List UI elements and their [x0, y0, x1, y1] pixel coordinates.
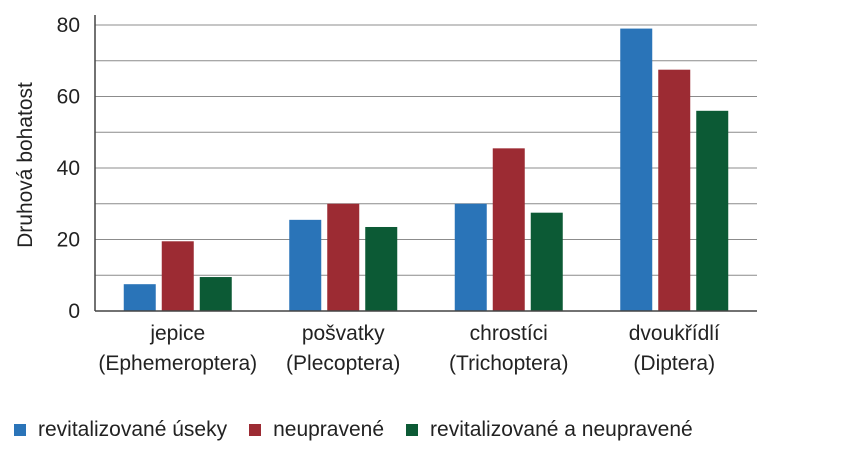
- x-tick-sublabel-2: (Trichoptera): [449, 352, 568, 375]
- bar-2-1: [492, 148, 525, 311]
- legend-swatch-2: [406, 424, 419, 436]
- y-tick-label-80: 80: [57, 14, 80, 37]
- legend-swatch-0: [14, 424, 26, 436]
- bars: [123, 28, 729, 311]
- x-tick-sublabel-1: (Plecoptera): [286, 352, 400, 375]
- x-tick-label-3: dvoukřídlí: [629, 322, 720, 345]
- legend-label-1: neupravené: [273, 418, 385, 441]
- bar-3-0: [620, 28, 653, 311]
- bar-0-0: [123, 284, 156, 311]
- bar-0-2: [199, 277, 232, 311]
- bar-1-2: [365, 226, 398, 311]
- legend-label-2: revitalizované a neupravené: [430, 418, 693, 441]
- x-tick-sublabel-3: (Diptera): [633, 352, 715, 375]
- legend-item-0: revitalizované úseky: [14, 418, 227, 442]
- bar-1-1: [327, 203, 360, 311]
- bar-0-1: [161, 241, 194, 311]
- bar-3-1: [658, 69, 691, 311]
- y-tick-label-20: 20: [57, 229, 80, 252]
- y-tick-label-0: 0: [68, 300, 80, 323]
- legend-swatch-1: [249, 424, 262, 436]
- x-tick-label-0: jepice: [149, 322, 205, 345]
- bar-1-0: [289, 219, 322, 311]
- bar-2-0: [454, 203, 487, 311]
- y-tick-label-60: 60: [57, 86, 80, 109]
- y-axis-label: Druhová bohatost: [14, 82, 37, 248]
- bar-2-2: [530, 212, 563, 311]
- x-tick-label-2: chrostíci: [470, 322, 548, 345]
- bar-3-2: [696, 110, 729, 311]
- legend: revitalizované úseky neupravené revitalizo…: [14, 418, 715, 442]
- legend-item-2: revitalizované a neupravené: [406, 418, 693, 442]
- axes: 0 20 40 60 80 jepice (Ephemeroptera) pošvatky (P…: [57, 14, 757, 375]
- gridlines: [95, 24, 757, 276]
- legend-label-0: revitalizované úseky: [38, 418, 228, 441]
- x-tick-label-1: pošvatky: [302, 322, 385, 345]
- x-tick-sublabel-0: (Ephemeroptera): [98, 352, 257, 375]
- y-tick-label-40: 40: [57, 157, 80, 180]
- legend-item-1: neupravené: [249, 418, 384, 442]
